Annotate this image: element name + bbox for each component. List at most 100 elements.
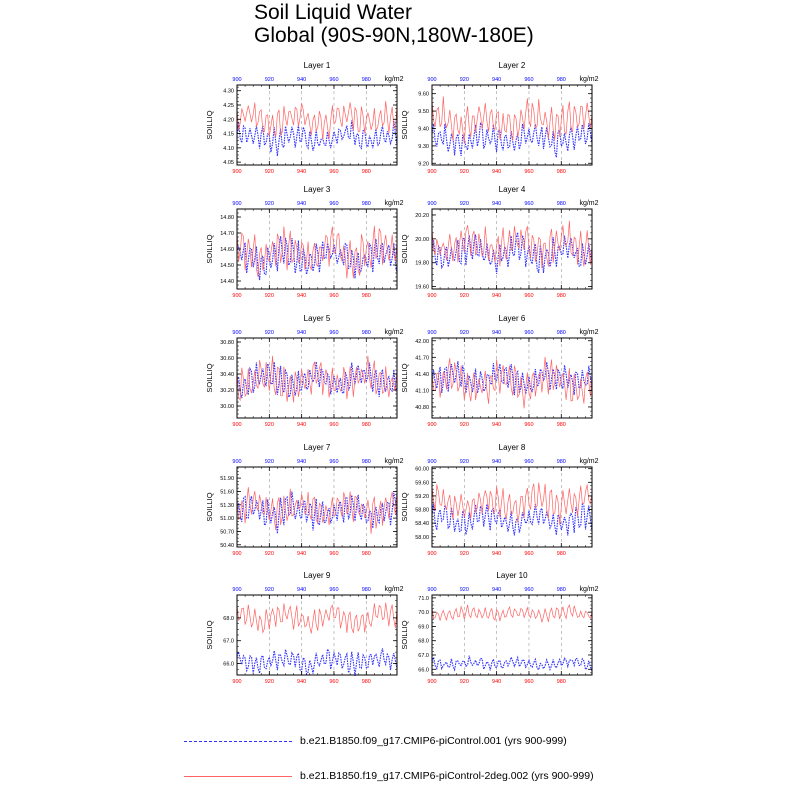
x-tick-label-top: 940 — [297, 330, 306, 336]
x-tick-label-top: 940 — [492, 330, 501, 336]
y-axis-label: SOILLIQ — [205, 492, 214, 521]
x-tick-label-top: 900 — [232, 77, 241, 83]
x-tick-label-bottom: 960 — [524, 551, 533, 557]
x-tick-label-top: 980 — [557, 201, 566, 207]
legend-line-f09 — [184, 741, 292, 742]
panel-layer-4: Layer 4 kg/m2 19.60 19.80 20.00 20.20 900 900 92… — [400, 185, 599, 299]
panel-units: kg/m2 — [579, 586, 598, 593]
y-axis-label: SOILLIQ — [400, 620, 409, 649]
x-tick-label-bottom: 960 — [329, 169, 338, 175]
x-tick-label-top: 940 — [492, 201, 501, 207]
panel-title: Layer 9 — [304, 571, 331, 580]
x-tick-label-top: 980 — [557, 77, 566, 83]
x-tick-label-top: 960 — [329, 459, 338, 465]
y-tick-label: 19.80 — [415, 261, 429, 267]
series-line-f09 — [431, 361, 593, 396]
y-tick-label: 68.0 — [418, 639, 429, 645]
x-tick-label-top: 960 — [524, 77, 533, 83]
series-line-f09 — [236, 120, 398, 156]
series-line-f09 — [431, 655, 593, 672]
y-tick-label: 68.0 — [223, 616, 234, 622]
y-tick-label: 67.0 — [223, 639, 234, 645]
y-axis-label: SOILLIQ — [205, 620, 214, 649]
x-tick-label-bottom: 940 — [492, 422, 501, 428]
y-axis-label: SOILLIQ — [400, 492, 409, 521]
panel-layer-6: Layer 6 kg/m2 40.80 41.10 41.40 41.70 42.00 900… — [400, 314, 599, 428]
y-tick-label: 9.30 — [418, 144, 429, 150]
x-tick-label-top: 940 — [297, 459, 306, 465]
y-tick-label: 50.40 — [220, 543, 234, 549]
y-axis-label: SOILLIQ — [205, 110, 214, 139]
panel-layer-8: Layer 8 kg/m2 58.00 58.40 58.80 59.20 59.60 60.… — [400, 443, 599, 557]
x-tick-label-top: 920 — [460, 587, 469, 593]
y-axis-label: SOILLIQ — [205, 234, 214, 263]
panel-units: kg/m2 — [384, 329, 403, 336]
y-tick-label: 60.00 — [415, 467, 429, 473]
x-tick-label-bottom: 900 — [232, 422, 241, 428]
panel-title: Layer 8 — [499, 443, 526, 452]
panel-layer-9: Layer 9 kg/m2 66.0 67.0 68.0 900 900 920 920 940 9… — [205, 571, 404, 685]
x-tick-label-top: 980 — [362, 201, 371, 207]
x-tick-label-top: 960 — [329, 201, 338, 207]
x-tick-label-top: 900 — [427, 587, 436, 593]
x-tick-label-bottom: 900 — [427, 169, 436, 175]
series-line-f09 — [236, 361, 398, 399]
figure-subtitle: Global (90S-90N,180W-180E) — [254, 24, 534, 47]
y-axis-label: SOILLIQ — [400, 234, 409, 263]
y-tick-label: 14.50 — [220, 263, 234, 269]
y-tick-label: 51.60 — [220, 489, 234, 495]
x-tick-label-bottom: 980 — [362, 422, 371, 428]
x-tick-label-bottom: 900 — [427, 551, 436, 557]
x-tick-label-bottom: 940 — [492, 293, 501, 299]
x-tick-label-bottom: 980 — [557, 422, 566, 428]
y-tick-label: 51.30 — [220, 503, 234, 509]
panel-frame — [431, 208, 593, 290]
y-tick-label: 4.05 — [223, 160, 234, 166]
panel-frame — [431, 337, 593, 419]
panel-units: kg/m2 — [579, 329, 598, 336]
x-tick-label-bottom: 960 — [329, 679, 338, 685]
x-tick-label-bottom: 900 — [232, 293, 241, 299]
y-tick-label: 58.80 — [415, 508, 429, 514]
x-tick-label-top: 960 — [329, 77, 338, 83]
panel-title: Layer 5 — [304, 314, 331, 323]
y-tick-label: 9.50 — [418, 109, 429, 115]
x-tick-label-bottom: 900 — [427, 679, 436, 685]
series-line-f19 — [431, 96, 593, 144]
panel-title: Layer 4 — [499, 185, 526, 194]
y-tick-label: 59.60 — [415, 480, 429, 486]
x-tick-label-bottom: 920 — [460, 293, 469, 299]
y-tick-label: 42.00 — [415, 339, 429, 345]
y-tick-label: 4.10 — [223, 146, 234, 152]
x-tick-label-bottom: 940 — [297, 551, 306, 557]
y-tick-label: 30.00 — [220, 404, 234, 410]
x-tick-label-top: 960 — [524, 330, 533, 336]
x-tick-label-top: 980 — [557, 330, 566, 336]
x-tick-label-top: 900 — [232, 201, 241, 207]
y-tick-label: 20.20 — [415, 213, 429, 219]
x-tick-label-top: 980 — [557, 587, 566, 593]
y-tick-label: 41.10 — [415, 388, 429, 394]
series-line-f09 — [236, 491, 398, 534]
x-tick-label-top: 960 — [524, 587, 533, 593]
y-tick-label: 51.90 — [220, 476, 234, 482]
panel-title: Layer 2 — [499, 61, 526, 70]
x-tick-label-top: 940 — [297, 587, 306, 593]
y-tick-label: 66.0 — [418, 667, 429, 673]
y-axis-label: SOILLIQ — [205, 363, 214, 392]
y-tick-label: 67.0 — [418, 653, 429, 659]
panel-units: kg/m2 — [384, 458, 403, 465]
x-tick-label-bottom: 920 — [265, 293, 274, 299]
x-tick-label-top: 900 — [427, 201, 436, 207]
x-tick-label-bottom: 940 — [297, 293, 306, 299]
y-tick-label: 58.00 — [415, 535, 429, 541]
y-tick-label: 70.0 — [418, 610, 429, 616]
x-tick-label-bottom: 940 — [297, 679, 306, 685]
x-tick-label-bottom: 960 — [524, 679, 533, 685]
y-tick-label: 51.00 — [220, 516, 234, 522]
series-line-f19 — [236, 602, 398, 634]
y-tick-label: 40.80 — [415, 405, 429, 411]
x-tick-label-bottom: 900 — [232, 551, 241, 557]
y-tick-label: 14.70 — [220, 231, 234, 237]
x-tick-label-top: 920 — [460, 330, 469, 336]
